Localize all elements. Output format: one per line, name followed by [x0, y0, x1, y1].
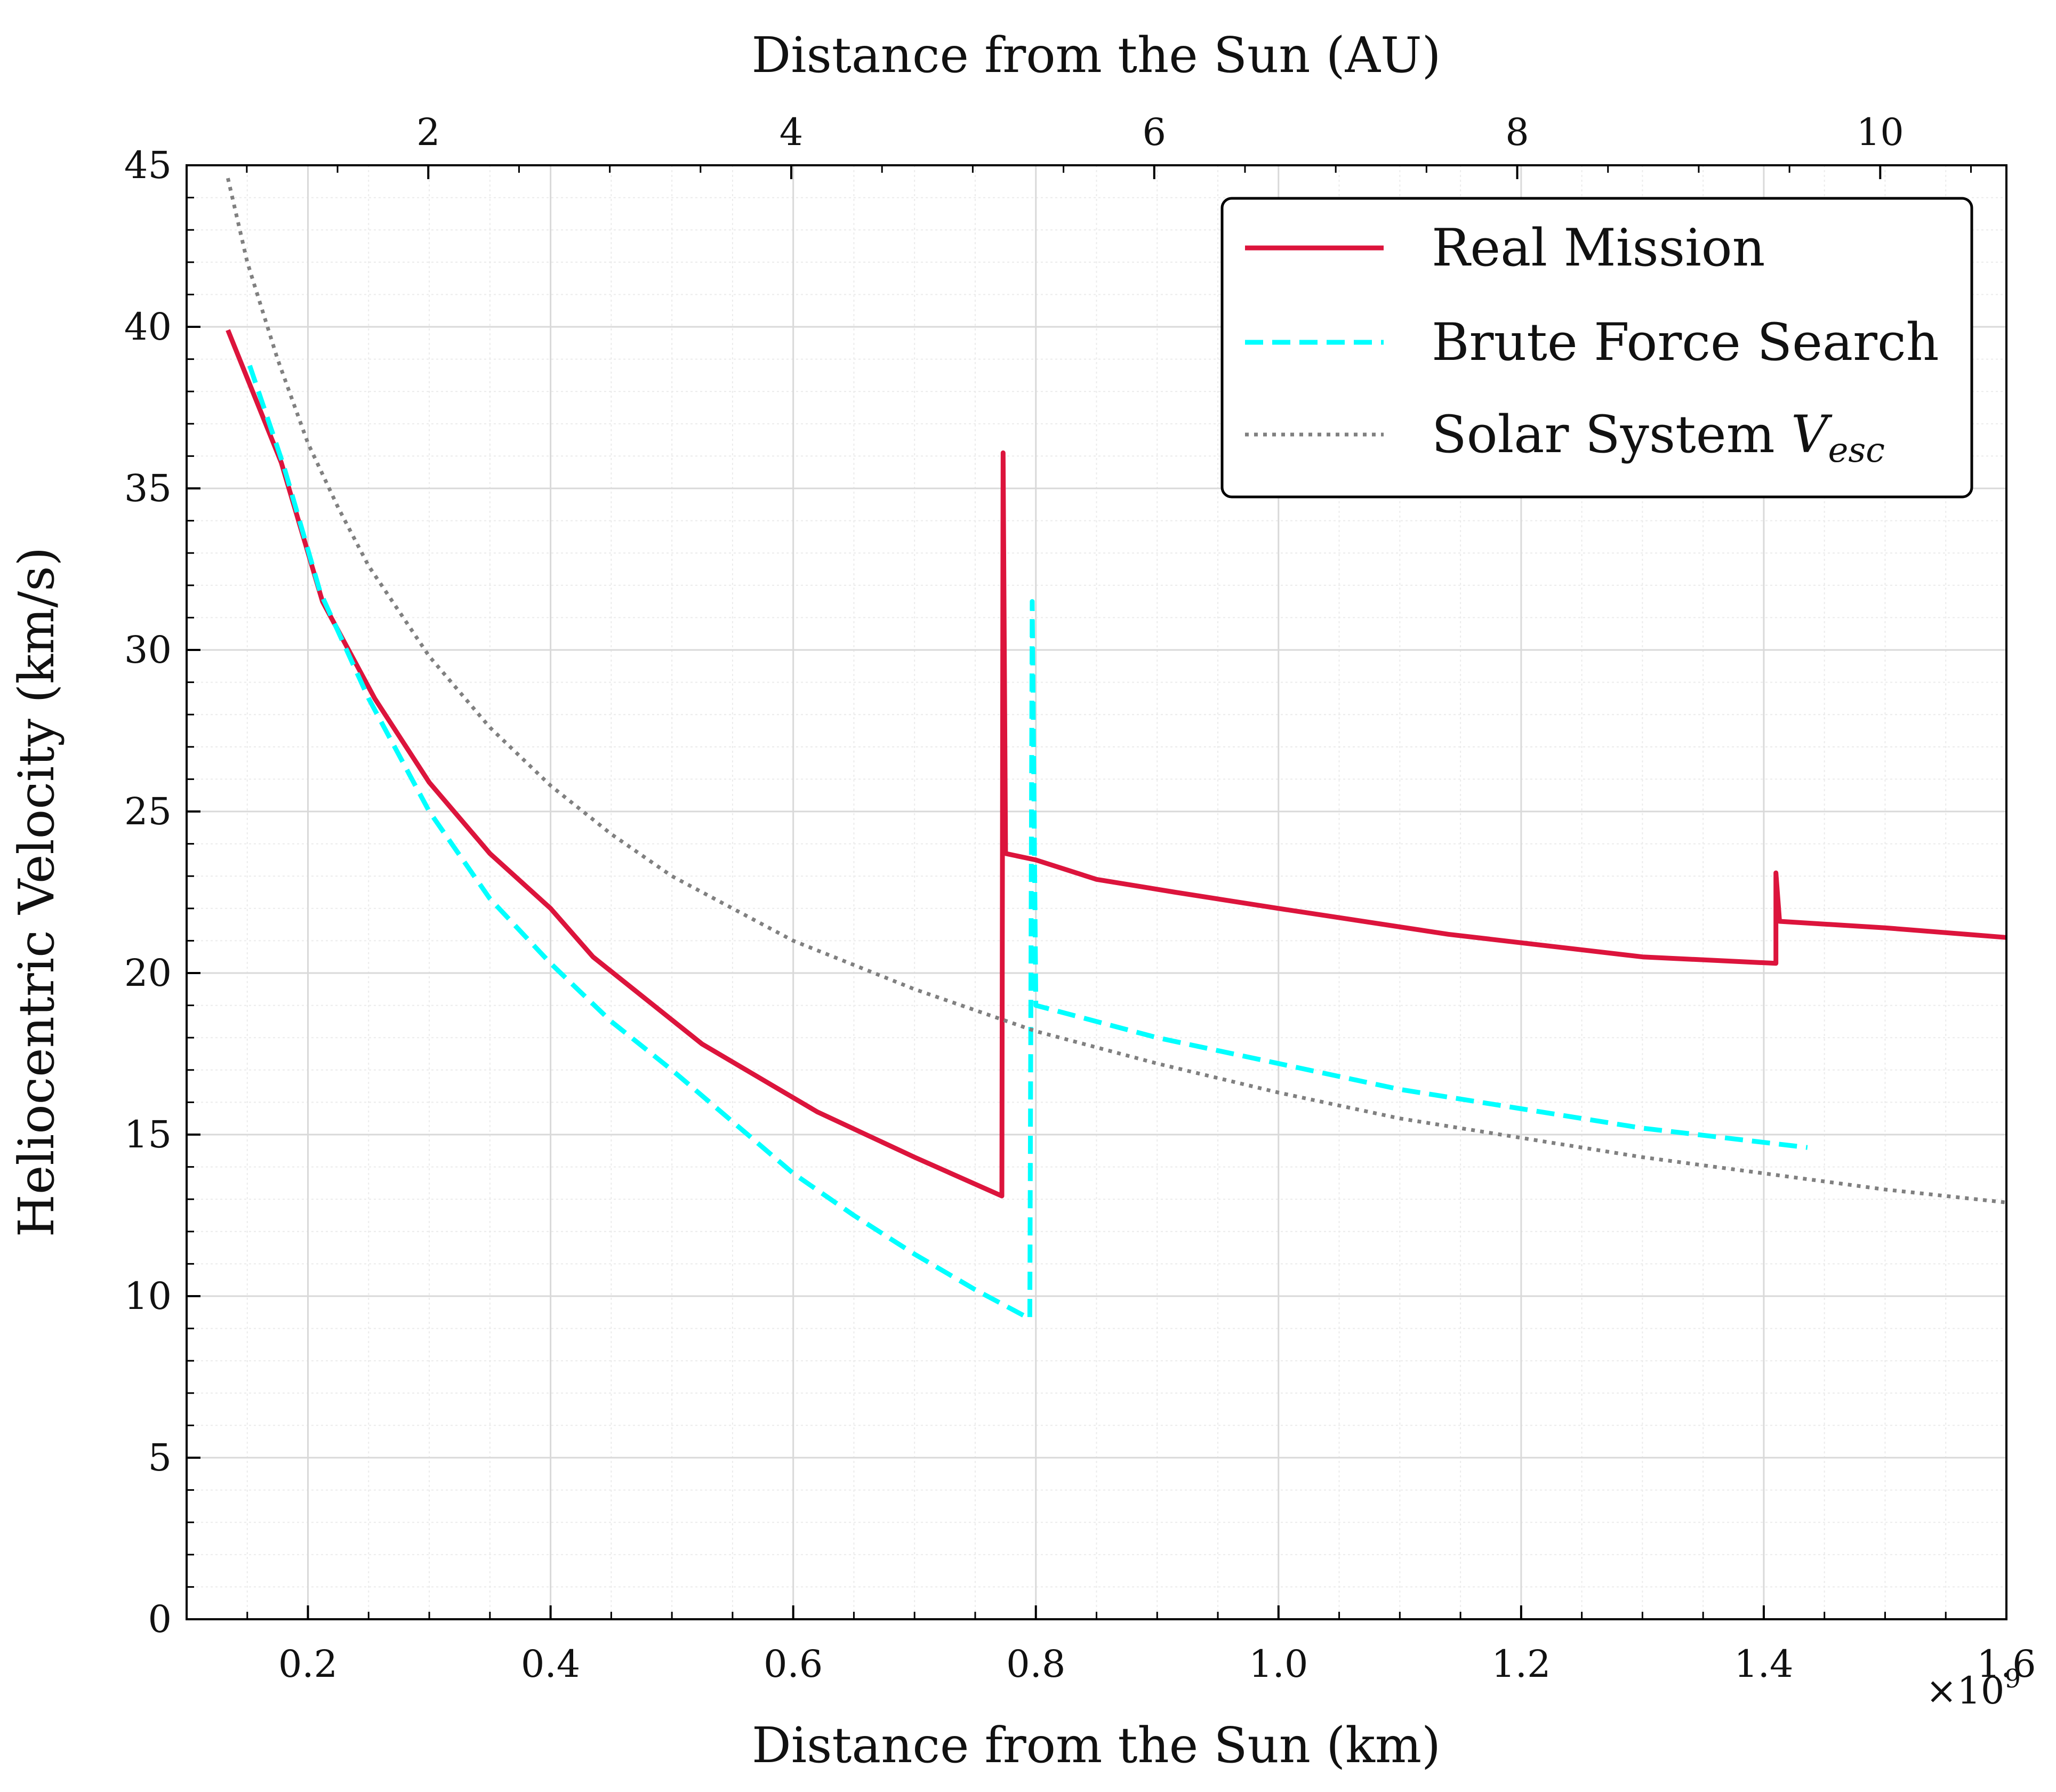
legend-box	[1220, 197, 1973, 499]
y-tick-label: 40	[124, 305, 172, 349]
top-x-tick-label: 2	[416, 110, 440, 154]
x-tick-label: 0.8	[1006, 1642, 1065, 1686]
top-x-tick-label: 6	[1143, 110, 1167, 154]
top-x-axis-title: Distance from the Sun (AU)	[751, 27, 1441, 84]
legend: Real Mission Brute Force Search Solar Sy…	[1220, 197, 1973, 499]
top-x-tick-label: 10	[1857, 110, 1904, 154]
x-tick-label: 1.0	[1249, 1642, 1308, 1686]
series-solar-system-v-esc-line	[226, 178, 2007, 1204]
top-x-tick-label: 4	[780, 110, 804, 154]
legend-label-vesc: Solar System Vesc	[1432, 405, 1885, 470]
y-axis-title: Heliocentric Velocity (km/s)	[8, 547, 65, 1237]
x-axis-multiplier: ×109	[1926, 1664, 2021, 1713]
top-x-tick-label: 8	[1505, 110, 1529, 154]
y-tick-label: 15	[124, 1113, 172, 1156]
y-tick-label: 0	[148, 1597, 172, 1641]
y-tick-label: 30	[124, 628, 172, 672]
x-tick-label: 0.2	[278, 1642, 338, 1686]
legend-label-brute-force: Brute Force Search	[1432, 312, 1939, 372]
x-tick-label: 1.4	[1734, 1642, 1793, 1686]
series-brute-force-search-line	[247, 365, 1808, 1321]
series-real-mission-line	[226, 329, 2007, 1199]
x-tick-label: 0.6	[764, 1642, 823, 1686]
y-tick-label: 35	[124, 467, 172, 510]
y-tick-label: 25	[124, 790, 172, 833]
y-tick-label: 5	[148, 1436, 172, 1480]
y-tick-label: 20	[124, 951, 172, 995]
x-tick-label: 1.2	[1491, 1642, 1551, 1686]
plot-area	[226, 178, 2007, 1321]
legend-label-real-mission: Real Mission	[1432, 218, 1765, 278]
x-axis-title: Distance from the Sun (km)	[752, 1717, 1441, 1774]
axes-ticks: 0.2 0.4 0.6 0.8 1.0 1.2 1.4 1.6 0 5 10 15 20 25 30 35 40…	[124, 110, 2036, 1686]
y-tick-label: 45	[124, 143, 172, 187]
y-tick-label: 10	[124, 1274, 172, 1318]
x-tick-label: 1.6	[1977, 1642, 2036, 1686]
x-tick-label: 0.4	[521, 1642, 580, 1686]
